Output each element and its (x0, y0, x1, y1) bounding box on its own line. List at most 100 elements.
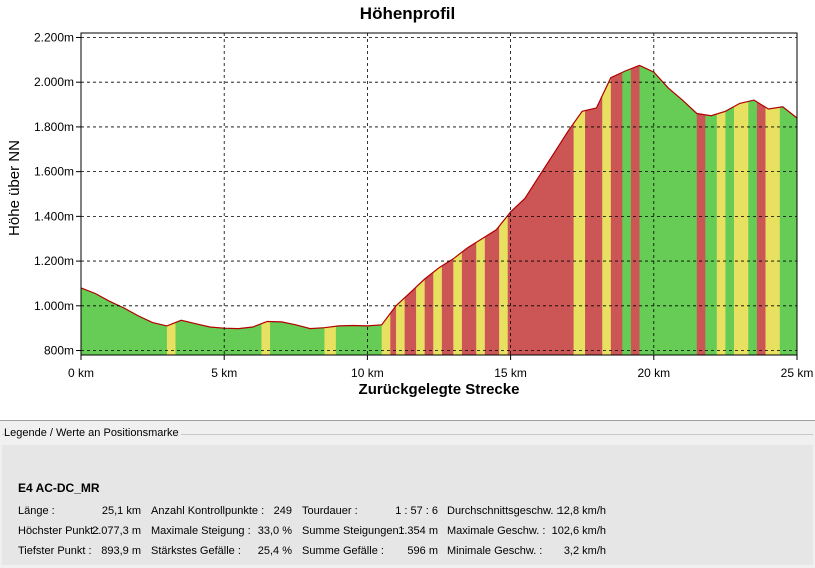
stat-item: Höchster Punkt :2.077,3 m (18, 525, 141, 539)
stat-label: Durchschnittsgeschw. : (447, 505, 560, 517)
slope-segment-flat (622, 65, 632, 355)
y-tick-label: 1.800m (34, 120, 74, 134)
x-tick-label: 10 km (351, 366, 384, 380)
slope-segments (81, 65, 797, 355)
stat-item: Durchschnittsgeschw. :12,8 km/h (447, 505, 606, 519)
slope-segment-moderate (716, 65, 726, 355)
y-tick-label: 800m (44, 344, 74, 358)
slope-segment-flat (705, 65, 718, 355)
track-name: E4 AC-DC_MR (18, 481, 100, 495)
slope-segment-moderate (453, 65, 463, 355)
panel-divider (0, 420, 815, 421)
slope-segment-flat (335, 65, 383, 355)
stat-label: Stärkstes Gefälle : (151, 545, 241, 557)
slope-segment-flat (175, 65, 262, 355)
stat-item: Länge : 25,1 km (18, 505, 141, 519)
stat-value: 1.354 m (398, 525, 438, 537)
stat-value: 249 (273, 505, 292, 517)
y-tick-label: 2.000m (34, 75, 74, 89)
x-axis-label: Zurückgelegte Strecke (359, 381, 520, 398)
slope-segment-moderate (381, 65, 391, 355)
stat-item: Maximale Geschw. : 102,6 km/h (447, 525, 606, 539)
slope-segment-steep (756, 65, 766, 355)
stat-label: Minimale Geschw. : (447, 545, 543, 557)
stat-value: 33,0 % (257, 525, 292, 537)
x-tick-label: 15 km (494, 366, 527, 380)
slope-segment-steep (404, 65, 417, 355)
slope-segment-flat (725, 65, 735, 355)
slope-segment-moderate (261, 65, 271, 355)
y-axis-label: Höhe über NN (6, 140, 23, 236)
slope-segment-moderate (765, 65, 781, 355)
stat-item: Anzahl Kontrollpunkte : 249 (151, 505, 292, 519)
slope-segment-steep (696, 65, 706, 355)
axes-group (76, 32, 798, 360)
slope-segment-moderate (733, 65, 749, 355)
stat-value: 102,6 km/h (551, 525, 606, 537)
stat-item: Summe Gefälle : 596 m (302, 545, 438, 559)
slope-segment-moderate (324, 65, 337, 355)
profile-fill-group (80, 64, 798, 355)
slope-segment-moderate (166, 65, 177, 355)
slope-segment-steep (441, 65, 454, 355)
slope-segment-flat (81, 65, 168, 355)
stat-item: Minimale Geschw. : 3,2 km/h (447, 545, 606, 559)
stat-item: Maximale Steigung : 33,0 % (151, 525, 292, 539)
stat-item: Tiefster Punkt : 893,9 m (18, 545, 141, 559)
y-tick-label: 1.400m (34, 209, 74, 223)
slope-segment-moderate (416, 65, 426, 355)
slope-segment-steep (630, 65, 640, 355)
stat-value: 2.077,3 m (92, 525, 141, 537)
stat-value: 893,9 m (101, 545, 141, 557)
stat-label: Anzahl Kontrollpunkte : (151, 505, 265, 517)
slope-segment-moderate (573, 65, 586, 355)
stat-item: Summe Steigungen :1.354 m (302, 525, 438, 539)
legend-caption: Legende / Werte an Positionsmarke (4, 427, 181, 439)
slope-segment-steep (507, 65, 575, 355)
legend-group: Legende / Werte an Positionsmarke E4 AC-… (2, 427, 813, 568)
stat-label: Tourdauer : (302, 505, 358, 517)
slope-segment-steep (610, 65, 623, 355)
stat-value: 12,8 km/h (557, 505, 606, 517)
stat-label: Summe Steigungen : (302, 525, 405, 537)
x-tick-label: 20 km (637, 366, 670, 380)
stat-label: Maximale Steigung : (151, 525, 251, 537)
chart-panel: Höhenprofil 0 km 5 km 10 km 15 km 20 km 25 km… (0, 0, 815, 420)
legend-panel: E4 AC-DC_MR Länge : 25,1 km Anzahl Kontrol… (2, 445, 813, 565)
y-tick-label: 1.200m (34, 254, 74, 268)
tick-labels-group: 0 km 5 km 10 km 15 km 20 km 25 km 800m 1.000m 1.… (34, 30, 813, 380)
slope-segment-flat (748, 65, 758, 355)
elevation-line (80, 64, 798, 330)
slope-segment-steep (461, 65, 477, 355)
slope-segment-moderate (433, 65, 443, 355)
stat-item: Stärkstes Gefälle : 25,4 % (151, 545, 292, 559)
slope-segment-moderate (396, 65, 406, 355)
slope-segment-moderate (476, 65, 486, 355)
stat-value: 1 : 57 : 6 (395, 505, 438, 517)
stat-label: Tiefster Punkt : (18, 545, 92, 557)
y-tick-label: 1.600m (34, 165, 74, 179)
slope-segment-flat (639, 65, 698, 355)
grid-group (81, 33, 798, 355)
stat-label: Höchster Punkt : (18, 525, 100, 537)
slope-segment-flat (270, 65, 325, 355)
y-tick-label: 2.200m (34, 30, 74, 44)
x-tick-label: 5 km (211, 366, 237, 380)
slope-segment-steep (585, 65, 603, 355)
plot-frame (80, 32, 798, 356)
stat-value: 3,2 km/h (563, 545, 606, 557)
slope-segment-flat (779, 65, 797, 355)
stat-label: Länge : (18, 505, 55, 517)
stat-value: 25,1 km (101, 505, 141, 517)
stat-value: 596 m (407, 545, 438, 557)
x-tick-label: 25 km (781, 366, 814, 380)
slope-segment-steep (484, 65, 500, 355)
slope-segment-steep (424, 65, 434, 355)
stat-item: Tourdauer : 1 : 57 : 6 (302, 505, 438, 519)
stat-label: Summe Gefälle : (302, 545, 384, 557)
chart-title: Höhenprofil (359, 4, 456, 23)
elevation-chart[interactable]: 0 km 5 km 10 km 15 km 20 km 25 km 800m 1.000m 1.… (0, 0, 815, 420)
stat-label: Maximale Geschw. : (447, 525, 546, 537)
slope-segment-moderate (499, 65, 509, 355)
y-tick-label: 1.000m (34, 299, 74, 313)
